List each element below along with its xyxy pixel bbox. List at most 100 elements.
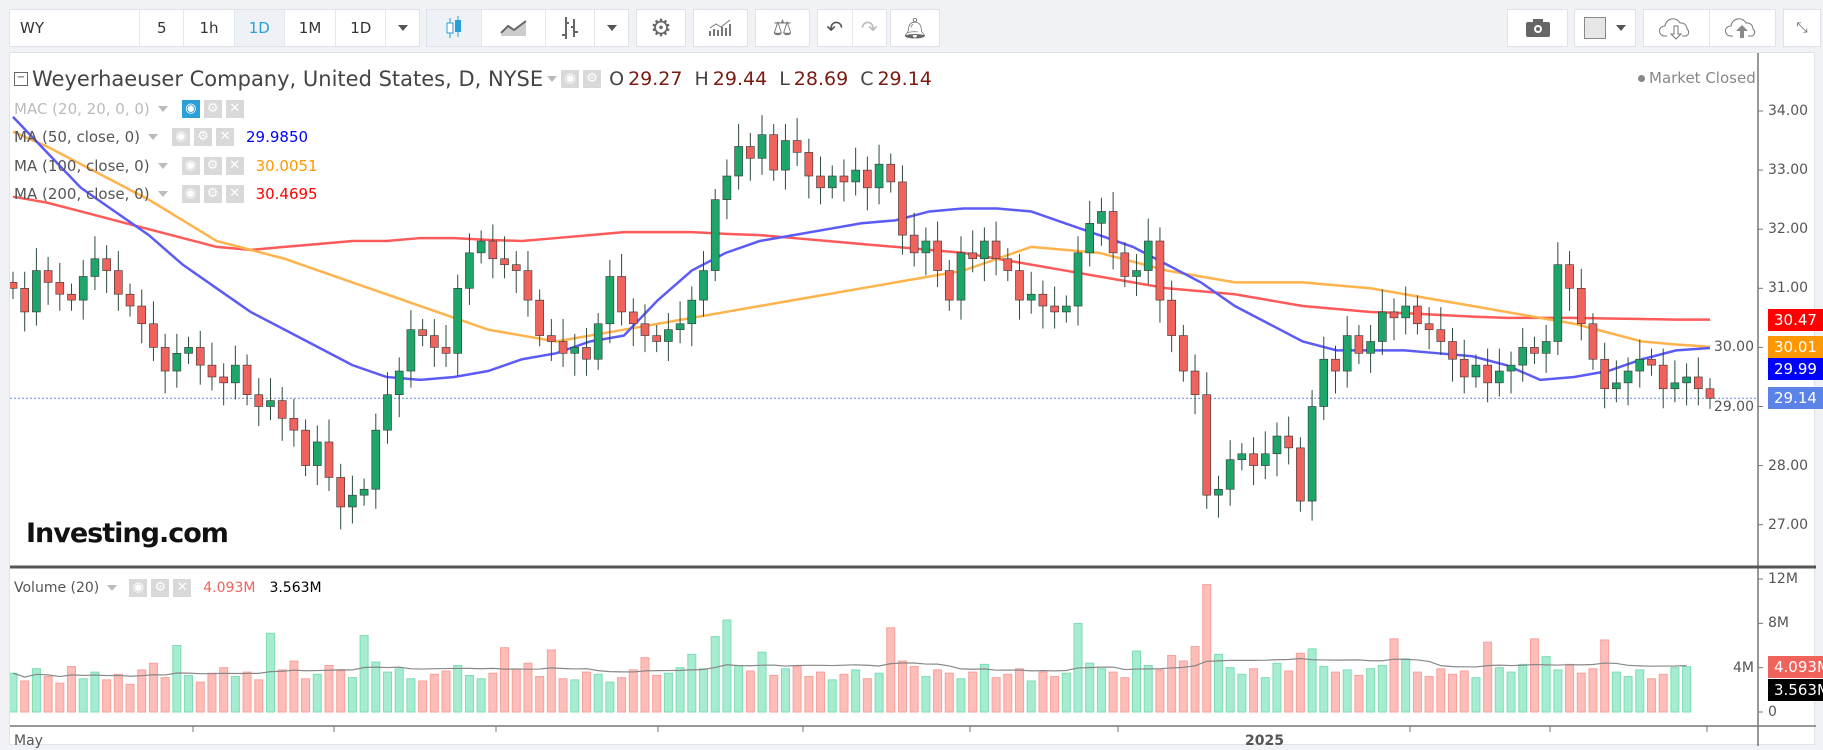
candle-body — [231, 364, 240, 384]
snapshot-button[interactable] — [1507, 9, 1568, 47]
close-icon[interactable]: ✕ — [225, 157, 244, 175]
volume-bar — [1412, 671, 1422, 713]
volume-bar — [1225, 667, 1235, 713]
visibility-icon[interactable]: ◉ — [181, 157, 200, 175]
close-icon[interactable]: ✕ — [173, 579, 192, 597]
area-chart-button[interactable] — [482, 10, 546, 46]
settings-button[interactable]: ⚙ — [636, 9, 686, 47]
volume-bar — [1132, 650, 1142, 713]
market-status: Market Closed — [1638, 69, 1756, 87]
bar-chart-button[interactable] — [546, 10, 596, 46]
candle-body — [1366, 341, 1375, 354]
interval-1m[interactable]: 1M — [285, 10, 337, 46]
cloud-upload-icon[interactable] — [1710, 10, 1776, 46]
volume-bar — [745, 670, 755, 713]
collapse-icon[interactable]: − — [14, 72, 28, 86]
volume-bar — [1635, 669, 1645, 713]
volume-bar — [441, 670, 451, 713]
volume-bar — [1506, 671, 1516, 713]
gear-icon[interactable]: ⚙ — [203, 100, 222, 118]
gear-icon[interactable]: ⚙ — [583, 70, 602, 88]
candle-body — [746, 146, 755, 159]
candle-body — [710, 199, 720, 271]
interval-5[interactable]: 5 — [140, 10, 185, 46]
volume-bar — [195, 681, 205, 713]
close-icon[interactable]: ✕ — [225, 100, 244, 118]
undo-redo-group: ↶ ↷ — [817, 9, 887, 47]
chevron-down-icon[interactable] — [157, 163, 168, 169]
candle-body — [10, 282, 18, 289]
visibility-icon[interactable]: ◉ — [181, 185, 200, 203]
undo-icon[interactable]: ↶ — [818, 10, 853, 46]
chart-type-dropdown[interactable] — [595, 10, 628, 46]
volume-bar — [1096, 668, 1106, 713]
candle-body — [1553, 264, 1563, 342]
compare-button[interactable]: ⚖ — [755, 9, 810, 47]
candle-body — [394, 370, 404, 395]
interval-custom[interactable]: 1D — [336, 10, 387, 46]
candle-body — [1693, 376, 1703, 390]
alert-button[interactable]: 🔔︎ — [890, 9, 940, 47]
volume-average-line — [12, 657, 1687, 678]
candle-body — [827, 175, 837, 189]
chevron-down-icon[interactable] — [157, 191, 168, 197]
price-chart[interactable] — [10, 53, 1816, 746]
visibility-icon[interactable]: ◉ — [172, 128, 191, 146]
price-tick-label: 32.00 — [1768, 221, 1809, 238]
visibility-icon[interactable]: ◉ — [129, 579, 148, 597]
gear-icon[interactable]: ⚙ — [151, 579, 170, 597]
indicators-button[interactable] — [693, 9, 748, 47]
volume-bar — [160, 677, 170, 713]
gear-icon[interactable]: ⚙ — [203, 157, 222, 175]
fullscreen-button[interactable]: ⤡ — [1783, 9, 1821, 47]
interval-1h[interactable]: 1h — [184, 10, 235, 46]
redo-icon[interactable]: ↷ — [860, 16, 878, 40]
ma100-price-label: 30.01 — [1768, 336, 1823, 358]
candle-body — [582, 347, 591, 360]
candle-body — [804, 152, 814, 177]
volume-bar — [570, 679, 580, 713]
volume-bar — [816, 671, 826, 713]
gear-icon[interactable]: ⚙ — [203, 185, 222, 203]
volume-bar — [1202, 584, 1212, 713]
volume-bar — [1342, 669, 1352, 713]
volume-bar — [1050, 676, 1060, 713]
interval-dropdown[interactable] — [386, 10, 419, 46]
candle-body — [1296, 447, 1305, 502]
volume-bar — [921, 676, 931, 713]
symbol-input[interactable]: WY — [10, 10, 141, 46]
candle-body — [523, 270, 533, 301]
candle-body — [90, 258, 100, 277]
chart-panel[interactable]: − Weyerhaeuser Company, United States, D… — [9, 52, 1823, 749]
volume-bar — [336, 670, 346, 713]
candle-body — [254, 394, 264, 407]
volume-bar — [909, 666, 919, 713]
visibility-icon[interactable]: ◉ — [181, 100, 200, 118]
cloud-download-icon[interactable] — [1644, 10, 1710, 46]
candle-body — [1413, 305, 1422, 325]
x-label-may: May — [14, 733, 43, 749]
chevron-down-icon[interactable] — [107, 585, 118, 591]
volume-bar — [1424, 676, 1434, 713]
volume-bar — [1260, 677, 1270, 713]
close-icon[interactable]: ✕ — [225, 185, 244, 203]
interval-1d[interactable]: 1D — [234, 10, 285, 46]
chevron-down-icon[interactable] — [148, 134, 159, 140]
candle-body — [664, 329, 673, 342]
candlestick-button[interactable] — [427, 10, 483, 46]
chevron-down-icon[interactable] — [157, 106, 168, 112]
volume-bar — [1190, 646, 1200, 713]
market-status-text: Market Closed — [1649, 69, 1756, 87]
volume-bar — [1026, 680, 1036, 713]
gear-icon[interactable]: ⚙ — [194, 128, 213, 146]
close-icon[interactable]: ✕ — [216, 128, 235, 146]
price-tick-label: 30.00 — [1713, 339, 1754, 356]
last-price-label: 29.14 — [1768, 387, 1823, 409]
volume-bar — [897, 660, 907, 713]
chevron-down-icon[interactable] — [547, 76, 558, 82]
volume-bar — [546, 649, 556, 713]
visibility-icon[interactable]: ◉ — [561, 70, 580, 88]
color-picker[interactable] — [1574, 9, 1636, 47]
candle-body — [535, 299, 544, 336]
color-picker-inner — [1575, 10, 1635, 46]
